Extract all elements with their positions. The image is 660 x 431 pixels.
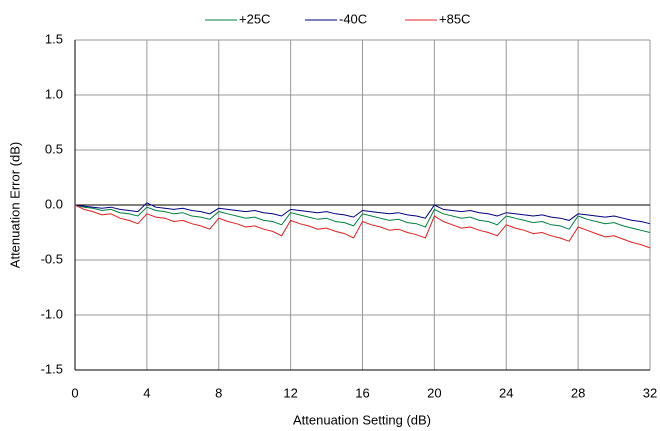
y-axis-title: Attenuation Error (dB) <box>7 142 22 268</box>
x-tick-label: 32 <box>643 385 657 400</box>
y-tick-label: 1.0 <box>45 86 63 101</box>
legend-label: +85C <box>439 11 470 26</box>
series-line <box>74 204 651 233</box>
x-tick-label: 16 <box>355 385 369 400</box>
x-tick-label: 0 <box>71 385 78 400</box>
series-line <box>74 202 651 225</box>
x-tick-label: 12 <box>283 385 297 400</box>
y-tick-label: -1.5 <box>41 361 63 376</box>
legend-label: -40C <box>339 11 367 26</box>
y-tick-label: -1.0 <box>41 306 63 321</box>
x-tick-label: 4 <box>143 385 150 400</box>
x-tick-label: 24 <box>499 385 513 400</box>
x-tick-label: 8 <box>215 385 222 400</box>
y-tick-label: 0.0 <box>45 196 63 211</box>
y-tick-label: 0.5 <box>45 141 63 156</box>
x-axis-title: Attenuation Setting (dB) <box>293 412 431 427</box>
x-tick-label: 28 <box>571 385 585 400</box>
series-line <box>74 204 651 249</box>
x-tick-label: 20 <box>427 385 441 400</box>
y-tick-label: 1.5 <box>45 31 63 46</box>
y-tick-label: -0.5 <box>41 251 63 266</box>
legend-label: +25C <box>239 11 270 26</box>
